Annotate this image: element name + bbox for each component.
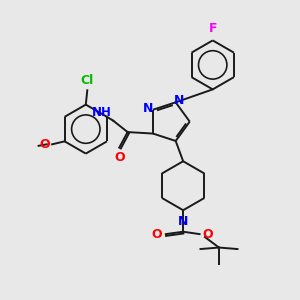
Text: O: O: [39, 138, 50, 151]
Text: O: O: [152, 228, 162, 241]
Text: N: N: [178, 215, 188, 228]
Text: O: O: [202, 228, 213, 241]
Text: N: N: [174, 94, 184, 107]
Text: N: N: [143, 102, 154, 115]
Text: F: F: [208, 22, 217, 35]
Text: O: O: [114, 152, 124, 164]
Text: NH: NH: [92, 106, 112, 118]
Text: Cl: Cl: [81, 74, 94, 87]
